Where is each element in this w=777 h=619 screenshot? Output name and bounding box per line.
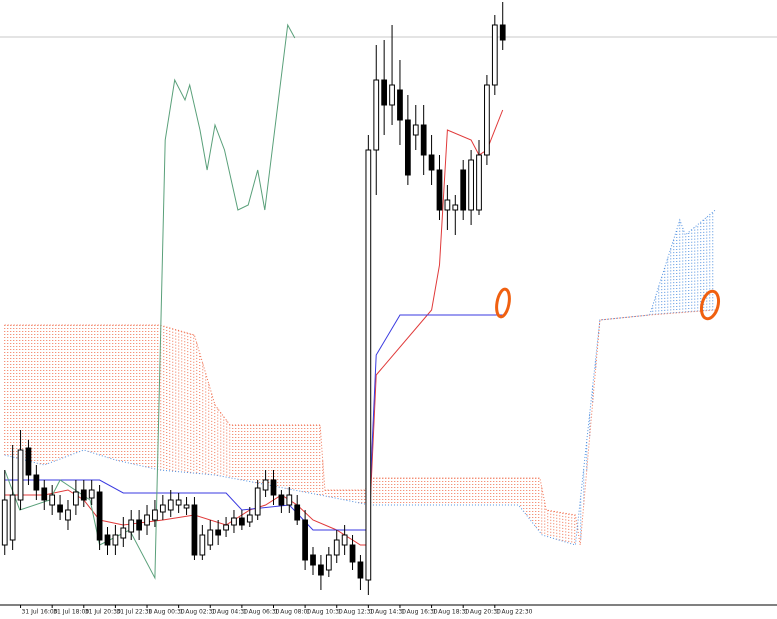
candle-body <box>476 154 482 211</box>
candle-body <box>1 499 8 546</box>
candle-body <box>246 514 253 523</box>
candle-body <box>389 84 395 106</box>
annotation-circle <box>495 287 511 319</box>
x-tick-label: 1 Aug 20:30 <box>464 609 501 616</box>
candle-body <box>428 154 435 171</box>
candle-body <box>270 479 277 496</box>
candle-body <box>310 554 316 566</box>
candle-body <box>175 499 182 506</box>
candle-body <box>373 79 380 151</box>
candle-body <box>17 449 24 501</box>
x-tick-label: 1 Aug 14:30 <box>369 609 406 616</box>
candle-body <box>468 159 474 211</box>
candle-body <box>152 509 158 521</box>
candle-body <box>397 89 403 121</box>
candle-body <box>136 519 142 531</box>
candle-body <box>144 514 150 526</box>
candle-body <box>41 487 48 501</box>
candle-body <box>112 534 119 546</box>
candle-body <box>88 489 95 499</box>
indicator-lines <box>0 23 777 580</box>
candle-body <box>412 124 419 136</box>
candle-body <box>215 529 222 536</box>
x-tick-label: 1 Aug 06:30 <box>243 609 280 616</box>
x-tick-label: 1 Aug 22:30 <box>496 609 533 616</box>
span-a-line <box>4 309 716 546</box>
candle-body <box>349 544 356 563</box>
candles <box>1 2 506 595</box>
candle-body <box>254 487 261 516</box>
x-tick-label: 1 Aug 10:30 <box>306 609 343 616</box>
candle-body <box>365 149 372 581</box>
candle-body <box>381 79 388 106</box>
x-tick-label: 1 Aug 12:30 <box>338 609 375 616</box>
candle-body <box>128 519 135 533</box>
x-tick-label: 1 Aug 16:30 <box>401 609 438 616</box>
annotation-circle <box>699 289 721 321</box>
candle-body <box>286 494 293 506</box>
candle-body <box>199 534 206 556</box>
candle-body <box>167 499 174 511</box>
x-tick-label: 31 Jul 22:30 <box>116 609 152 616</box>
candle-body <box>239 517 245 526</box>
candle-body <box>436 169 443 211</box>
candle-body <box>73 491 79 506</box>
candle-body <box>444 199 451 211</box>
candle-body <box>404 119 411 176</box>
candle-body <box>294 504 301 521</box>
candle-body <box>49 494 56 506</box>
candle-body <box>484 84 490 156</box>
candle-body <box>420 124 427 156</box>
indicator-line <box>4 23 296 580</box>
candle-body <box>302 519 308 561</box>
candle-body <box>159 504 166 513</box>
candle-body <box>9 494 16 541</box>
indicator-line <box>4 314 503 531</box>
candle-body <box>65 509 71 521</box>
candle-body <box>96 491 103 541</box>
x-tick-label: 1 Aug 08:00 <box>274 609 311 616</box>
candle-body <box>223 524 229 531</box>
candle-body <box>341 534 348 546</box>
candle-body <box>357 561 364 579</box>
candle-body <box>499 24 506 41</box>
candle-body <box>452 204 459 211</box>
candle-body <box>491 24 498 86</box>
x-tick-label: 1 Aug 04:30 <box>211 609 248 616</box>
candle-body <box>25 447 32 476</box>
x-tick-label: 1 Aug 18:30 <box>433 609 470 616</box>
x-tick-label: 1 Aug 00:30 <box>148 609 185 616</box>
candle-body <box>262 479 269 491</box>
x-tick-label: 1 Aug 02:30 <box>180 609 217 616</box>
candle-body <box>33 474 40 491</box>
x-tick-label: 31 Jul 20:30 <box>85 609 121 616</box>
candle-body <box>278 494 285 506</box>
candle-body <box>80 489 87 501</box>
candle-body <box>318 564 324 576</box>
candle-body <box>120 527 127 539</box>
candle-body <box>333 539 340 556</box>
span-b-line <box>4 209 716 546</box>
candle-body <box>460 169 467 211</box>
candle-body <box>325 554 332 571</box>
candle-body <box>191 504 198 556</box>
cloud <box>4 209 716 546</box>
x-tick-label: 31 Jul 16:00 <box>22 609 58 616</box>
x-tick-label: 31 Jul 18:00 <box>53 609 89 616</box>
candle-body <box>231 517 237 526</box>
candle-body <box>183 504 190 509</box>
candle-body <box>57 504 63 513</box>
candle-body <box>104 534 111 546</box>
candle-body <box>207 529 214 546</box>
